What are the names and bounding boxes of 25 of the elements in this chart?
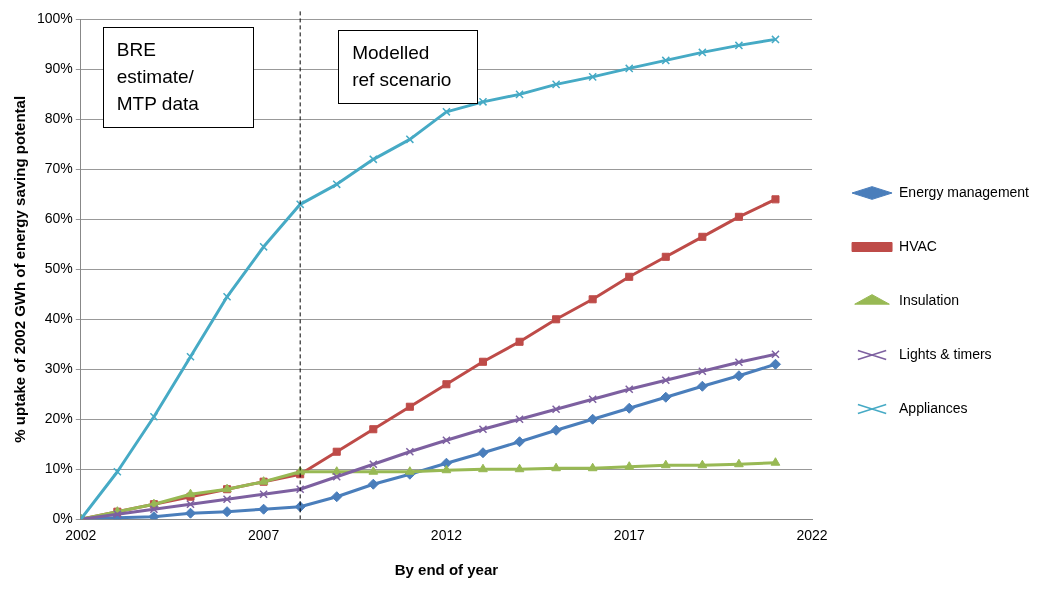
- y-tick-label: 30%: [44, 360, 73, 377]
- legend-label: Appliances: [899, 399, 968, 416]
- x-tick-label: 2007: [248, 527, 280, 544]
- y-tick-label: 10%: [44, 460, 73, 477]
- y-tick-label: 60%: [44, 210, 73, 227]
- legend-label: Energy management: [899, 183, 1030, 200]
- y-tick-label: 90%: [44, 60, 73, 77]
- y-axis-title: % uptake of 2002 GWh of energy saving potental: [11, 95, 29, 443]
- y-tick-label: 40%: [44, 310, 73, 327]
- y-tick-label: 80%: [44, 110, 73, 127]
- x-tick-label: 2022: [796, 527, 828, 544]
- note-box: BRE estimate/ MTP data: [102, 27, 254, 129]
- note-box: Modelled ref scenario: [338, 30, 479, 105]
- x-tick-label: 2002: [65, 527, 97, 544]
- legend-label: HVAC: [899, 237, 937, 254]
- legend-label: Lights & timers: [899, 345, 992, 362]
- x-axis-title: By end of year: [394, 561, 499, 579]
- y-tick-label: 0%: [52, 510, 73, 527]
- y-tick-label: 50%: [44, 260, 73, 277]
- legend-label: Insulation: [899, 291, 959, 308]
- y-tick-label: 70%: [44, 160, 73, 177]
- y-tick-label: 20%: [44, 410, 73, 427]
- x-tick-label: 2017: [613, 527, 646, 544]
- x-tick-label: 2012: [430, 527, 463, 544]
- y-tick-label: 100%: [36, 10, 73, 27]
